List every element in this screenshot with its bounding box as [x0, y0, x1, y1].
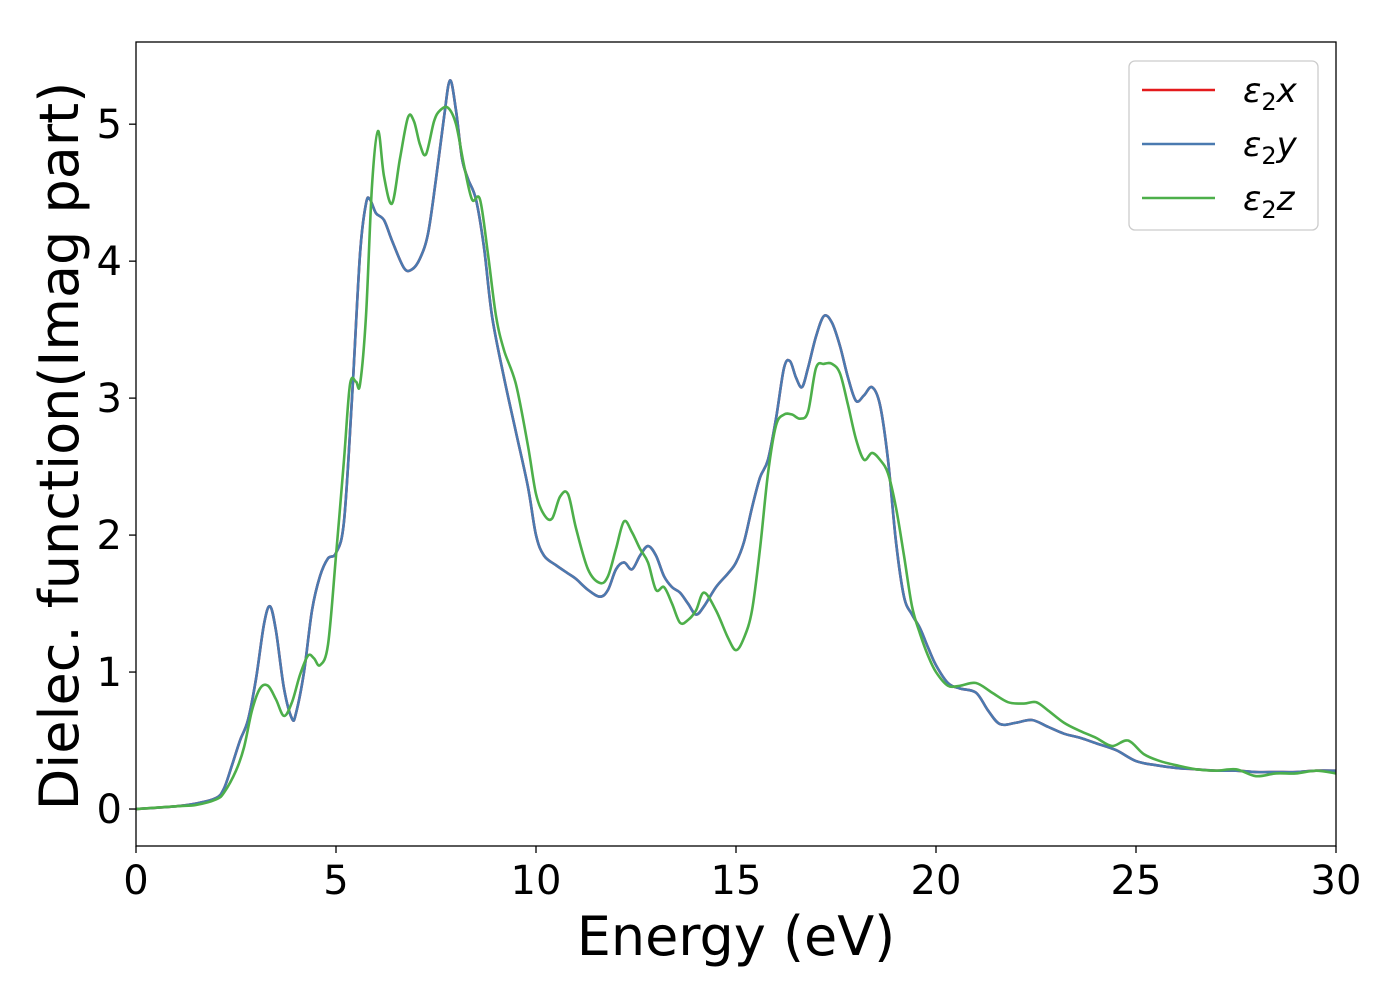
y-tick-label: 0: [97, 787, 122, 833]
series-layer: [136, 79, 1336, 811]
legend-label-z: ε2z: [1243, 179, 1296, 224]
y-tick-label: 4: [97, 239, 122, 285]
y-axis-title: Dielec. function(Imag part): [28, 82, 91, 811]
legend-label-x: ε2x: [1243, 71, 1298, 116]
legend-label-y: ε2y: [1243, 125, 1298, 170]
series-line-y: [136, 79, 1336, 811]
y-tick-label: 2: [97, 513, 122, 559]
legend: ε2x ε2y ε2z: [1128, 60, 1319, 231]
x-tick-label: 25: [1111, 858, 1162, 904]
x-tick-label: 10: [511, 858, 562, 904]
x-axis-title: Energy (eV): [577, 905, 896, 968]
y-tick-label: 1: [97, 650, 122, 696]
x-tick-label: 30: [1311, 858, 1362, 904]
x-tick-label: 5: [323, 858, 348, 904]
axes-layer: 0 5 10 15 20 25 30 0 1 2 3 4 5: [97, 41, 1362, 904]
legend-box: [1128, 60, 1319, 231]
x-tick-label: 15: [711, 858, 762, 904]
y-tick-label: 5: [97, 102, 122, 148]
series-line-z: [136, 105, 1336, 811]
y-tick-label: 3: [97, 376, 122, 422]
series-lines: [136, 79, 1336, 811]
x-tick-label: 20: [911, 858, 962, 904]
x-tick-label: 0: [123, 858, 148, 904]
